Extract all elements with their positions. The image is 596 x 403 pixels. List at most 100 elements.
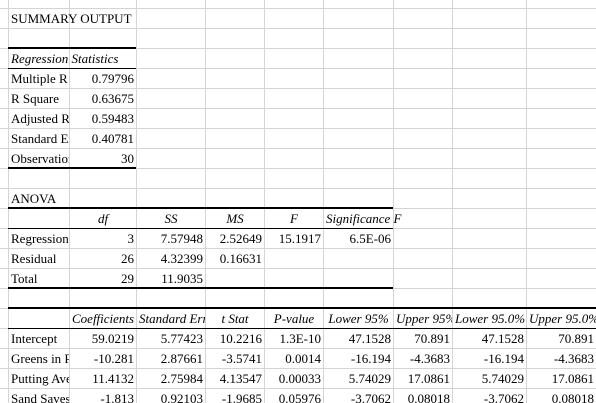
coef-row-label[interactable]: Putting Average [11, 371, 69, 386]
anova-value[interactable]: 2.52649 [219, 231, 262, 246]
coef-col-header[interactable]: Standard Error [139, 311, 205, 326]
stat-label[interactable]: Adjusted R Square [11, 111, 69, 126]
table-rule [8, 207, 393, 209]
stat-value[interactable]: 0.63675 [91, 91, 134, 106]
coef-value[interactable]: 0.00033 [278, 371, 321, 386]
gridline-horizontal [0, 128, 596, 129]
coef-value[interactable]: 17.0861 [551, 371, 594, 386]
coef-value[interactable]: -3.7062 [350, 391, 391, 403]
anova-col-header[interactable]: SS [164, 211, 178, 226]
gridline-vertical [526, 0, 527, 403]
stat-value[interactable]: 0.79796 [91, 71, 134, 86]
coef-value[interactable]: -1.813 [100, 391, 134, 403]
anova-value[interactable]: 0.16631 [219, 251, 262, 266]
coef-value[interactable]: -3.5741 [221, 351, 262, 366]
stat-label[interactable]: R Square [11, 91, 60, 106]
table-rule [8, 228, 393, 229]
anova-row-label[interactable]: Regression [11, 231, 69, 246]
gridline-horizontal [0, 248, 596, 249]
coef-value[interactable]: -16.194 [350, 351, 391, 366]
table-rule [8, 287, 393, 289]
gridline-horizontal [0, 348, 596, 349]
anova-value[interactable]: 15.1917 [278, 231, 321, 246]
gridline-vertical [323, 0, 324, 403]
anova-value[interactable]: 29 [121, 271, 134, 286]
coef-col-header[interactable]: Coefficients [72, 311, 135, 326]
gridline-vertical [205, 0, 206, 403]
coef-value[interactable]: 0.92103 [160, 391, 203, 403]
anova-row-label[interactable]: Total [11, 271, 38, 286]
table-rule [8, 307, 596, 309]
gridline-horizontal [0, 388, 596, 389]
coef-value[interactable]: 2.75984 [160, 371, 203, 386]
table-rule [8, 68, 136, 69]
coef-value[interactable]: 47.1528 [348, 331, 391, 346]
stat-value[interactable]: 0.59483 [91, 111, 134, 126]
stat-label[interactable]: Multiple R [11, 71, 68, 86]
anova-value[interactable]: 26 [121, 251, 134, 266]
coef-value[interactable]: 70.891 [558, 331, 594, 346]
coef-value[interactable]: 5.74029 [481, 371, 524, 386]
stat-label[interactable]: Standard Error [11, 131, 69, 146]
gridline-horizontal [0, 368, 596, 369]
anova-col-header[interactable]: MS [226, 211, 244, 226]
gridline-vertical [8, 0, 9, 403]
anova-value[interactable]: 3 [127, 231, 135, 246]
coef-value[interactable]: 5.74029 [348, 371, 391, 386]
gridline-horizontal [0, 148, 596, 149]
gridline-horizontal [0, 168, 596, 169]
anova-value[interactable]: 6.5E-06 [349, 231, 391, 246]
coef-value[interactable]: 0.0014 [285, 351, 321, 366]
coef-value[interactable]: -16.194 [483, 351, 524, 366]
coef-value[interactable]: 11.4132 [92, 371, 134, 386]
coef-row-label[interactable]: Greens in Regulation [11, 351, 69, 366]
anova-col-header[interactable]: df [97, 211, 109, 226]
coef-value[interactable]: 0.08018 [407, 391, 450, 403]
coef-value[interactable]: 4.13547 [219, 371, 262, 386]
coef-value[interactable]: -10.281 [93, 351, 134, 366]
table-rule [8, 47, 136, 49]
coef-row-label[interactable]: Sand Saves [11, 391, 69, 403]
page-title[interactable]: SUMMARY OUTPUT [11, 11, 132, 26]
gridline-horizontal [0, 108, 596, 109]
coef-value[interactable]: -3.7062 [483, 391, 524, 403]
stat-value[interactable]: 30 [121, 151, 134, 166]
coef-col-header[interactable]: Upper 95% [396, 311, 452, 326]
coef-value[interactable]: 2.87661 [160, 351, 203, 366]
coef-col-header[interactable]: t Stat [221, 311, 249, 326]
coef-value[interactable]: 0.05976 [278, 391, 321, 403]
anova-value[interactable]: 7.57948 [160, 231, 203, 246]
coef-value[interactable]: 10.2216 [219, 331, 262, 346]
coef-col-header[interactable]: Upper 95.0% [529, 311, 596, 326]
stat-label[interactable]: Observations [11, 151, 69, 166]
coef-value[interactable]: -1.9685 [221, 391, 262, 403]
coef-row-label[interactable]: Intercept [11, 331, 58, 346]
regression-stats-header[interactable]: Regression Statistics [11, 51, 119, 66]
coef-value[interactable]: 17.0861 [407, 371, 450, 386]
gridline-horizontal [0, 48, 596, 49]
coef-value[interactable]: 59.0219 [91, 331, 134, 346]
coef-col-header[interactable]: Lower 95.0% [455, 311, 526, 326]
table-rule [8, 328, 596, 329]
gridline-horizontal [0, 88, 596, 89]
anova-value[interactable]: 4.32399 [160, 251, 203, 266]
coef-value[interactable]: 0.08018 [551, 391, 594, 403]
gridline-vertical [69, 0, 70, 403]
gridline-horizontal [0, 28, 596, 29]
coef-col-header[interactable]: Lower 95% [328, 311, 389, 326]
coef-value[interactable]: 70.891 [414, 331, 450, 346]
anova-value[interactable]: 11.9035 [161, 271, 203, 286]
coef-value[interactable]: 47.1528 [481, 331, 524, 346]
anova-row-label[interactable]: Residual [11, 251, 57, 266]
anova-col-header[interactable]: F [290, 211, 298, 226]
gridline-vertical [393, 0, 394, 403]
coef-value[interactable]: 1.3E-10 [279, 331, 321, 346]
coef-value[interactable]: -4.3683 [409, 351, 450, 366]
coef-col-header[interactable]: P-value [273, 311, 315, 326]
anova-title[interactable]: ANOVA [11, 191, 57, 206]
stat-value[interactable]: 0.40781 [91, 131, 134, 146]
coef-value[interactable]: 5.77423 [160, 331, 203, 346]
coef-value[interactable]: -4.3683 [553, 351, 594, 366]
anova-col-header[interactable]: Significance F [326, 211, 402, 226]
